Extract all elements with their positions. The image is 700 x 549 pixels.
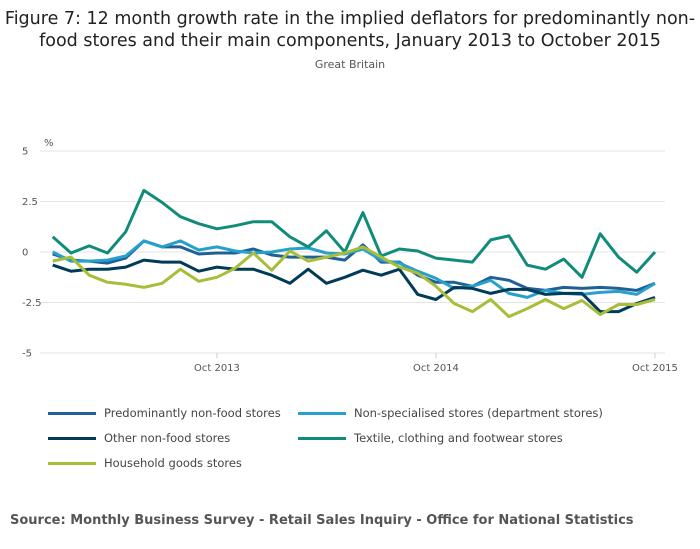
legend-label: Textile, clothing and footwear stores [354, 431, 563, 445]
legend-item[interactable]: Household goods stores [48, 456, 242, 470]
series-line-0 [52, 239, 656, 292]
series-line-3 [51, 188, 657, 279]
series-line-4 [52, 245, 656, 319]
series-line-2 [52, 258, 656, 314]
legend-swatch [48, 411, 96, 415]
legend-swatch [48, 461, 96, 465]
y-tick-label: -2.5 [22, 298, 42, 309]
legend-label: Predominantly non-food stores [104, 406, 281, 420]
source-note: Source: Monthly Business Survey - Retail… [10, 513, 634, 528]
y-tick-label: -5 [22, 349, 32, 360]
y-tick-label: 2.5 [22, 197, 38, 208]
legend-label: Non-specialised stores (department store… [354, 406, 603, 420]
chart-title: Figure 7: 12 month growth rate in the im… [4, 9, 696, 51]
legend-swatch [298, 411, 346, 415]
x-tick-label: Oct 2014 [413, 363, 459, 374]
x-tick-label: Oct 2015 [632, 363, 678, 374]
legend-swatch [48, 436, 96, 440]
legend-swatch [298, 436, 346, 440]
legend-item[interactable]: Predominantly non-food stores [48, 406, 281, 420]
legend-item[interactable]: Non-specialised stores (department store… [298, 406, 603, 420]
legend-item[interactable]: Textile, clothing and footwear stores [298, 431, 563, 445]
x-tick-label: Oct 2013 [194, 363, 240, 374]
legend-label: Other non-food stores [104, 431, 231, 445]
legend-label: Household goods stores [104, 456, 242, 470]
y-axis-label: % [44, 138, 54, 149]
line-chart: 5 2.5 0 -2.5 -5 Oct 2013 Oct 2014 Oct 2015 % [22, 138, 678, 374]
chart-subtitle: Great Britain [314, 58, 386, 71]
y-tick-label: 5 [22, 147, 28, 158]
y-tick-label: 0 [22, 248, 28, 259]
legend-item[interactable]: Other non-food stores [48, 431, 230, 445]
